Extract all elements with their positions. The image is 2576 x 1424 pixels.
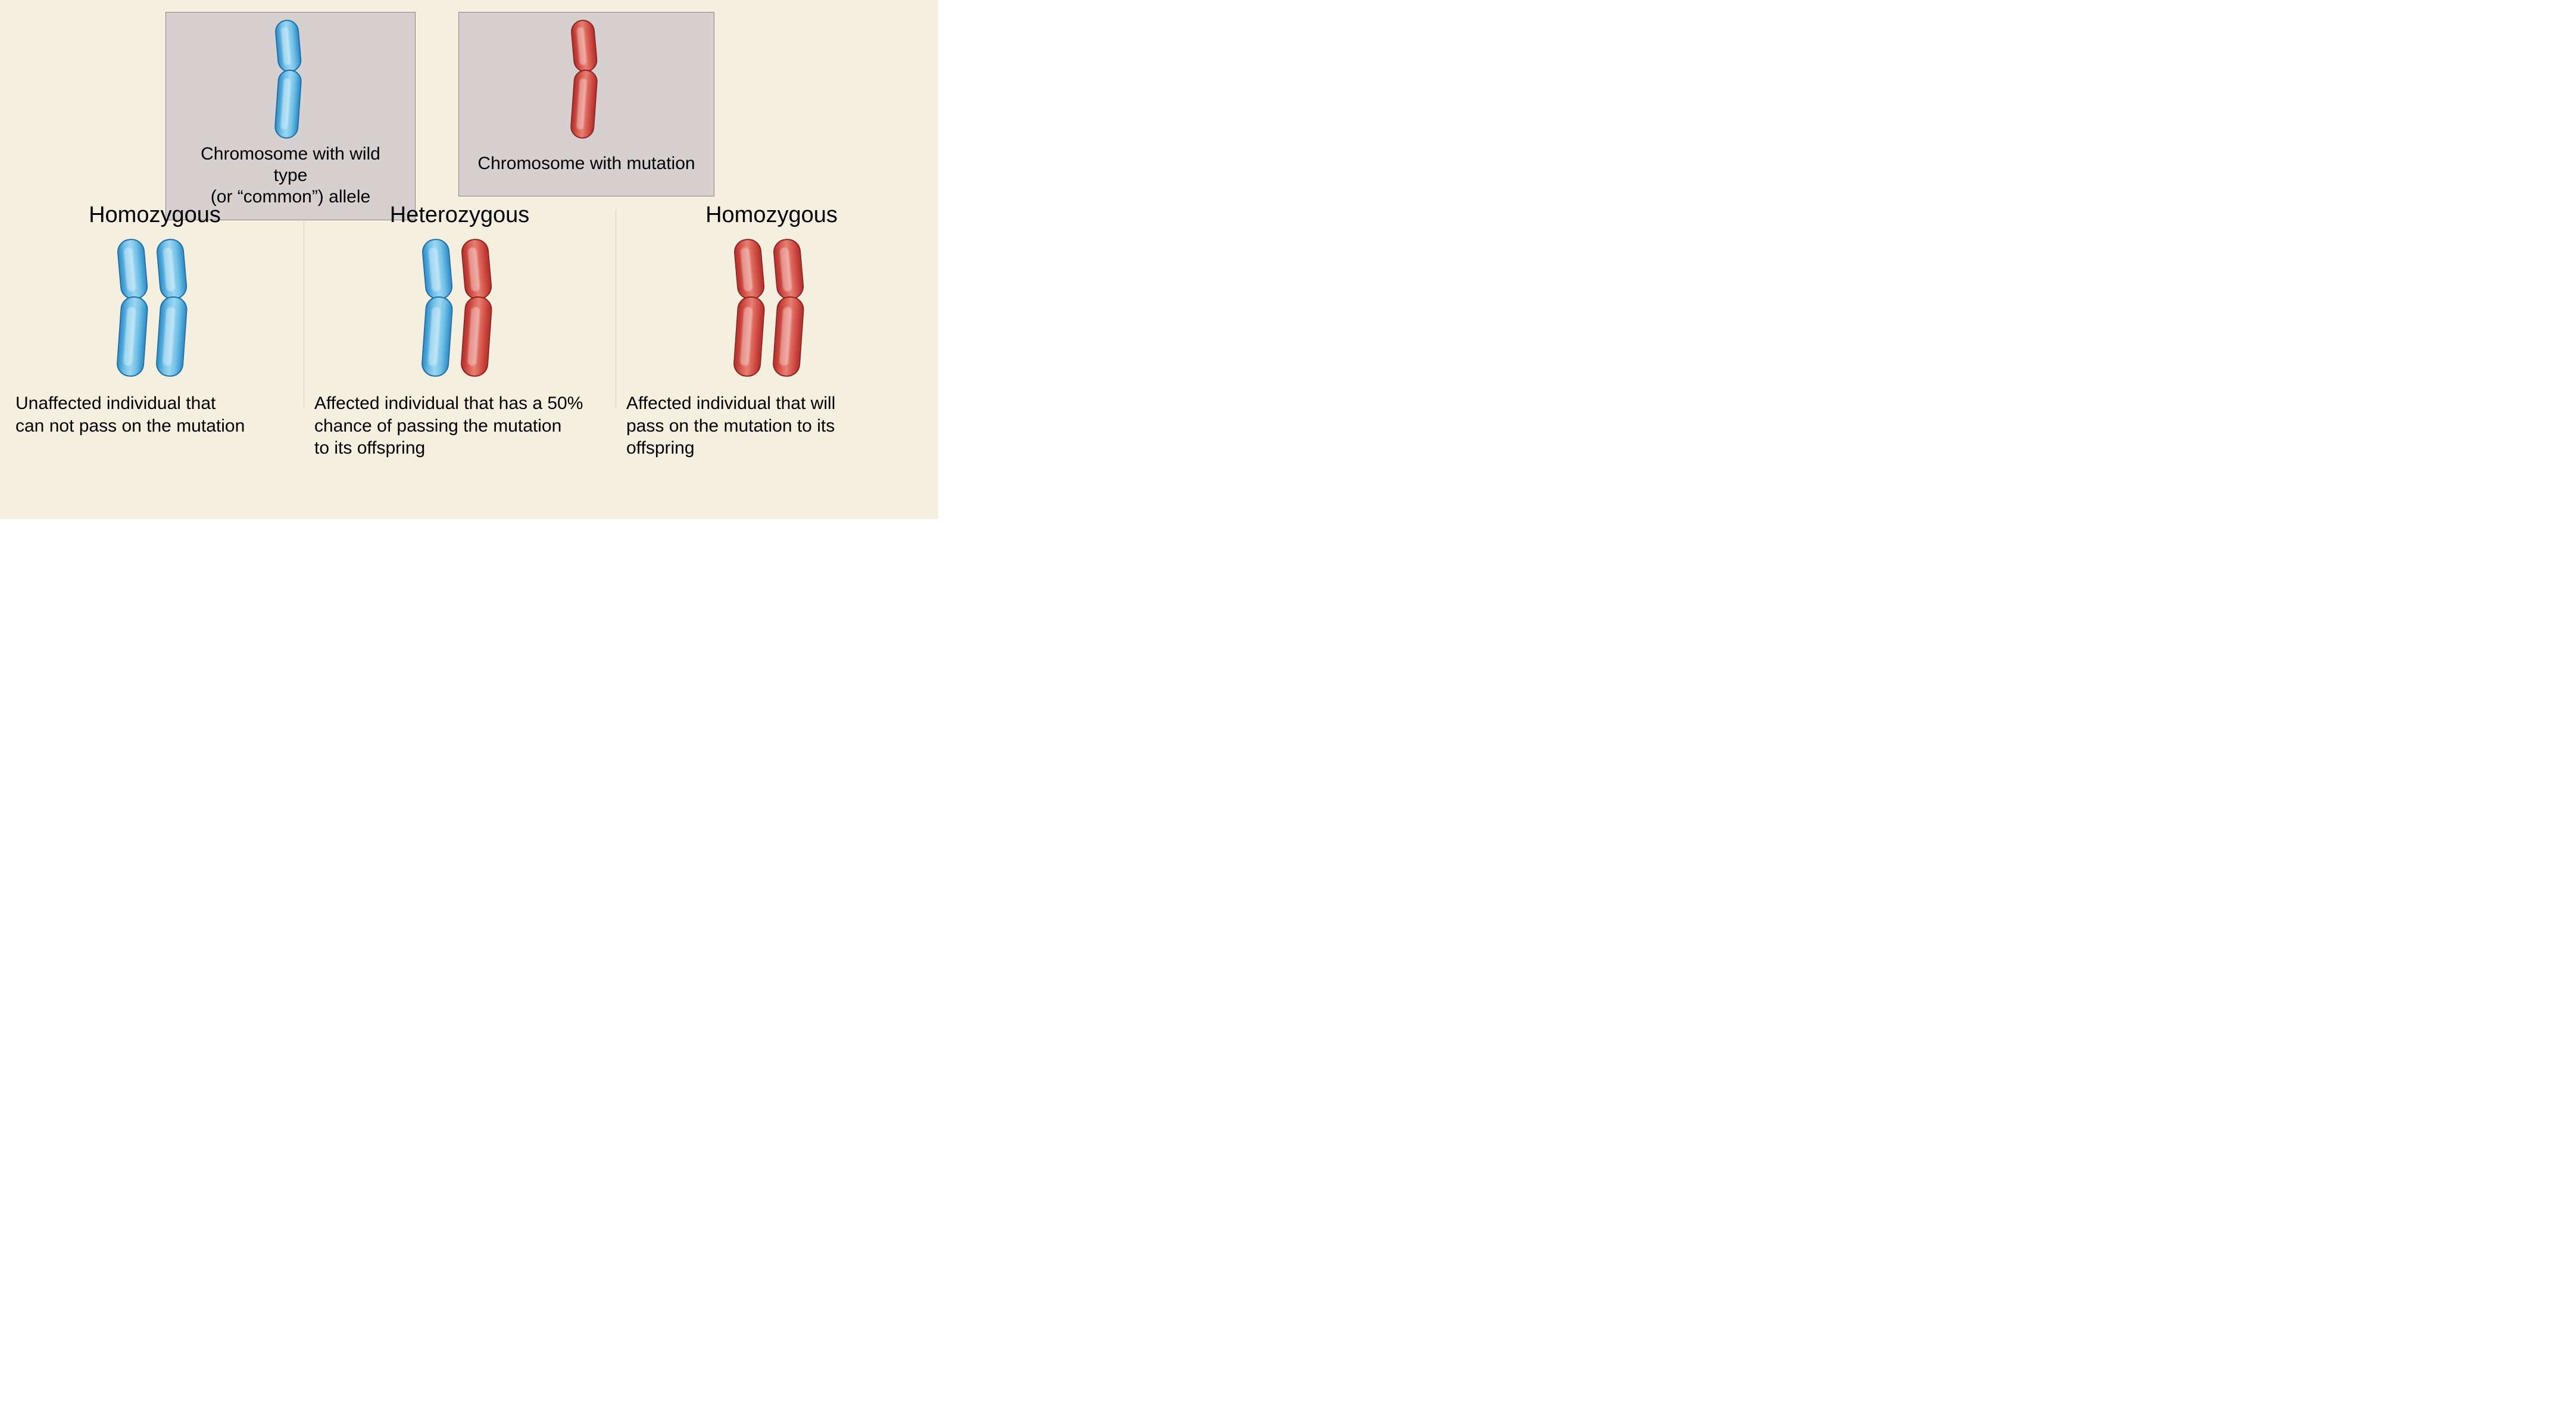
desc-line: offspring bbox=[626, 438, 695, 458]
chromosome-icon bbox=[466, 239, 493, 377]
chromosome-pair bbox=[12, 239, 298, 377]
section-heterozygous: Heterozygous Affected individual that ha… bbox=[311, 202, 608, 460]
legend-mutation-chromosome bbox=[476, 20, 697, 139]
section-title: Homozygous bbox=[623, 202, 920, 228]
chromosome-pair bbox=[623, 239, 920, 377]
desc-line: can not pass on the mutation bbox=[15, 416, 245, 436]
legend-wildtype-box: Chromosome with wild type (or “common”) … bbox=[166, 12, 416, 220]
desc-line: pass on the mutation to its bbox=[626, 416, 835, 436]
legend-wildtype-label: Chromosome with wild type (or “common”) … bbox=[183, 143, 398, 208]
legend-wildtype-chromosome bbox=[183, 20, 398, 139]
section-description: Affected individual that will pass on th… bbox=[623, 392, 920, 460]
chromosome-icon bbox=[161, 239, 188, 377]
desc-line: chance of passing the mutation bbox=[314, 416, 561, 436]
desc-line: Affected individual that has a 50% bbox=[314, 394, 583, 413]
chromosome-icon bbox=[574, 20, 598, 139]
diagram-canvas: Chromosome with wild type (or “common”) … bbox=[0, 0, 938, 519]
section-homozygous-wildtype: Homozygous Unaffected individual that ca… bbox=[12, 202, 298, 437]
chromosome-pair bbox=[311, 239, 608, 377]
chromosome-icon bbox=[778, 239, 805, 377]
legend-mutation-label: Chromosome with mutation bbox=[476, 143, 697, 184]
legend-mutation-box: Chromosome with mutation bbox=[458, 12, 714, 196]
chromosome-icon bbox=[279, 20, 302, 139]
chromosome-icon bbox=[426, 239, 454, 377]
section-title: Homozygous bbox=[12, 202, 298, 228]
section-title: Heterozygous bbox=[311, 202, 608, 228]
desc-line: Affected individual that will bbox=[626, 394, 835, 413]
desc-line: Unaffected individual that bbox=[15, 394, 216, 413]
section-homozygous-mutation: Homozygous Affected individual that will… bbox=[623, 202, 920, 460]
section-description: Unaffected individual that can not pass … bbox=[12, 392, 298, 437]
desc-line: to its offspring bbox=[314, 438, 425, 458]
chromosome-icon bbox=[738, 239, 766, 377]
chromosome-icon bbox=[121, 239, 149, 377]
legend-mutation-label-line1: Chromosome with mutation bbox=[477, 154, 695, 173]
section-description: Affected individual that has a 50% chanc… bbox=[311, 392, 608, 460]
legend-wildtype-label-line1: Chromosome with wild type bbox=[201, 144, 380, 185]
